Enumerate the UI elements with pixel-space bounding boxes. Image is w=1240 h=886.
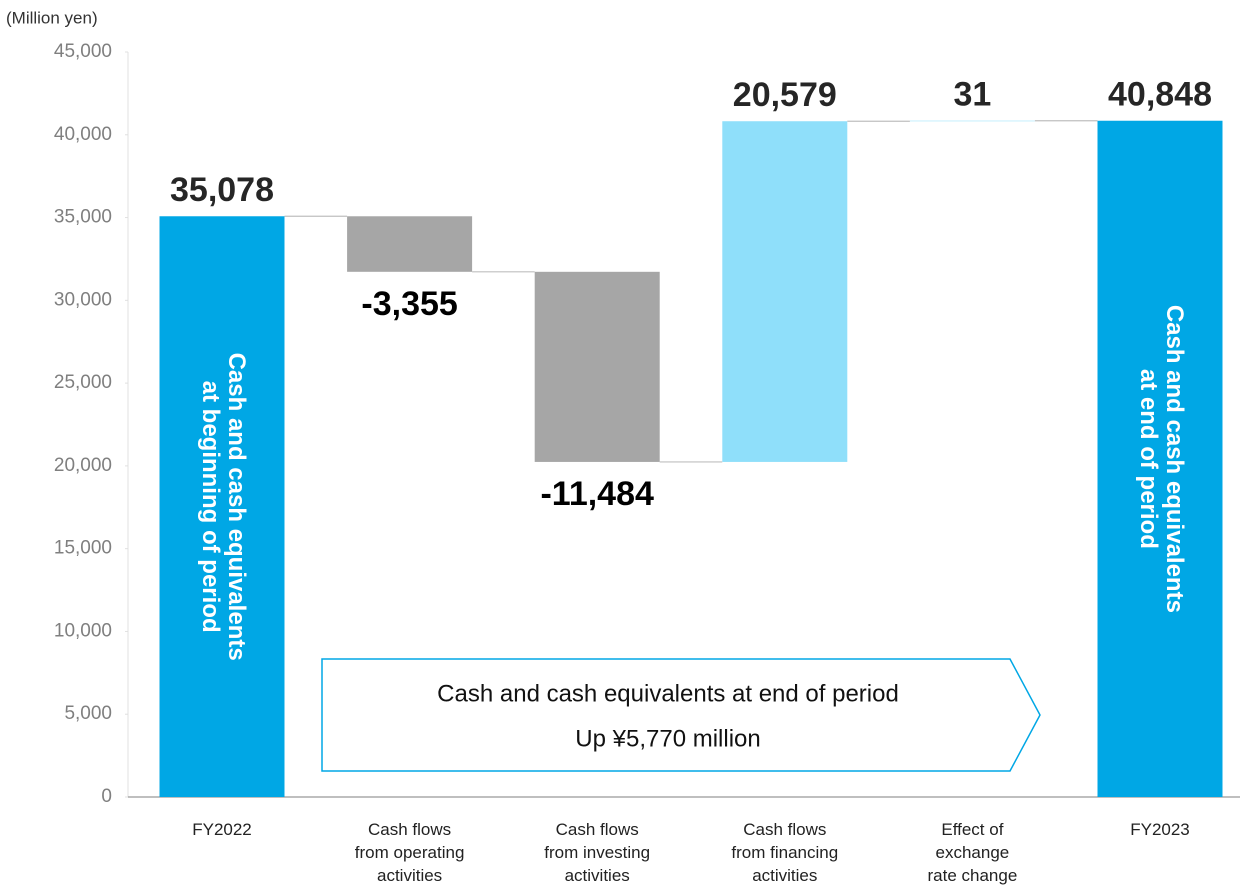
data-label: 20,579	[733, 76, 837, 114]
bar-inner-label: Cash and cash equivalentsat beginning of…	[196, 353, 249, 661]
annotation-line: Up ¥5,770 million	[575, 725, 760, 752]
data-label: 40,848	[1108, 76, 1212, 114]
bar	[1097, 120, 1223, 798]
data-label: 35,078	[170, 171, 274, 209]
bar	[722, 121, 848, 462]
y-tick-label: 30,000	[54, 289, 112, 310]
x-tick-label: Cash flows from investing activities	[544, 820, 651, 885]
data-label: -3,355	[361, 285, 457, 323]
y-tick-label: 45,000	[54, 41, 112, 62]
x-tick-label: FY2023	[1130, 820, 1190, 839]
y-tick-label: 20,000	[54, 455, 112, 476]
data-label: 31	[953, 76, 991, 114]
annotation-arrow	[321, 658, 1041, 772]
y-tick-label: 5,000	[64, 703, 112, 724]
data-label: -11,484	[540, 475, 654, 513]
x-tick-label: Cash flows from financing activities	[731, 820, 839, 885]
y-tick-label: 40,000	[54, 124, 112, 145]
y-tick-label: 35,000	[54, 207, 112, 228]
annotation-line: Cash and cash equivalents at end of peri…	[437, 680, 899, 707]
y-tick-label: 15,000	[54, 538, 112, 559]
x-tick-label: FY2022	[192, 820, 252, 839]
bar	[909, 120, 1035, 122]
y-tick-label: 25,000	[54, 372, 112, 393]
bar	[347, 216, 473, 272]
bar	[534, 271, 660, 462]
bar-inner-label: Cash and cash equivalentsat end of perio…	[1134, 305, 1187, 613]
y-tick-label: 0	[101, 786, 112, 807]
bar	[159, 216, 285, 797]
y-tick-label: 10,000	[54, 620, 112, 641]
x-tick-label: Cash flows from operating activities	[354, 820, 465, 885]
y-axis-label: (Million yen)	[6, 8, 98, 27]
x-tick-label: Effect of exchange rate change	[927, 820, 1018, 885]
